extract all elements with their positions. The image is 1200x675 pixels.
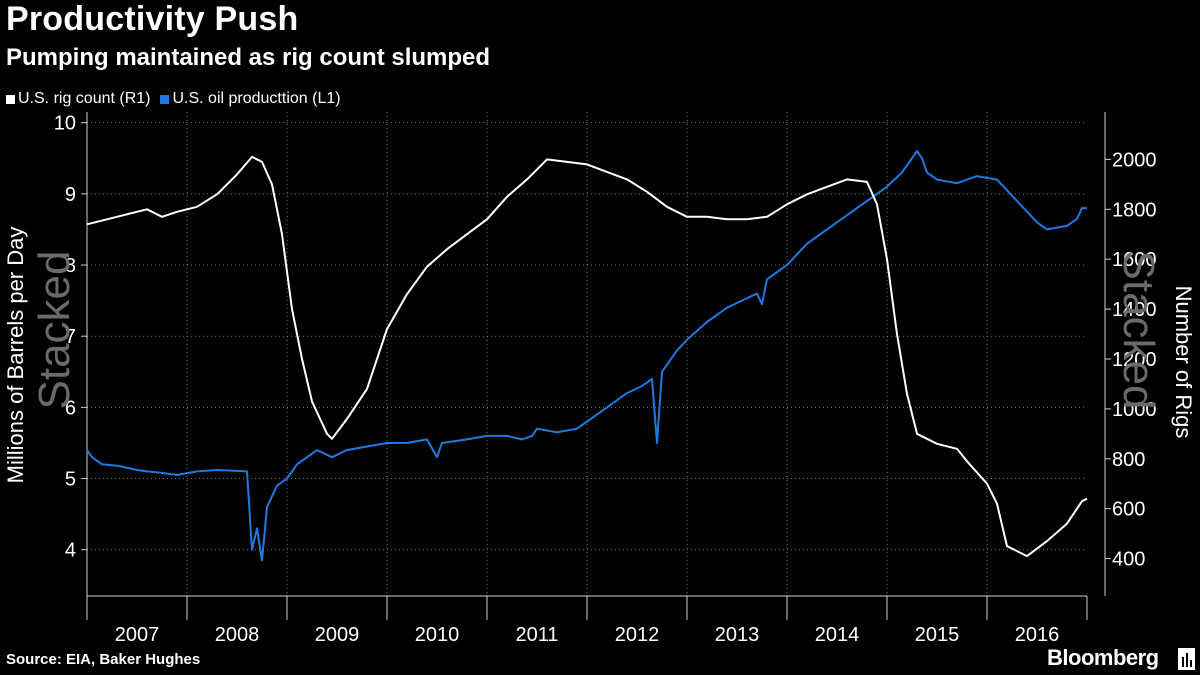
y-right-tick-label: 1800 (1112, 199, 1157, 221)
chart-subtitle: Pumping maintained as rig count slumped (6, 44, 491, 71)
y-right-tick-label: 1400 (1112, 299, 1157, 321)
y-left-tick-label: 9 (65, 184, 76, 206)
series-line-rig-count (86, 155, 1088, 558)
y-right-tick-label: 1200 (1112, 349, 1157, 371)
x-tick-label: 2010 (415, 624, 460, 646)
legend-swatch-oil-production (160, 94, 170, 104)
series-line-oil-production (86, 150, 1087, 562)
y-left-tick-label: 6 (65, 397, 76, 419)
source-note: Source: EIA, Baker Hughes (6, 651, 201, 668)
x-tick-label: 2007 (115, 624, 160, 646)
x-tick-label: 2016 (1015, 624, 1060, 646)
chart-title: Productivity Push (6, 0, 299, 38)
y-right-tick-label: 800 (1112, 449, 1145, 471)
y-left-tick-label: 5 (65, 469, 76, 491)
y-left-tick-label: 10 (54, 113, 76, 135)
brand-logo-text: Bloomberg (1047, 645, 1159, 670)
y-left-tick-label: 7 (65, 326, 76, 348)
y-axis-left-title: Millions of Barrels per Day (3, 226, 28, 484)
y-right-tick-label: 600 (1112, 499, 1145, 521)
y-axis-right-title: Number of Rigs (1171, 285, 1196, 439)
y-left-tick-label: 8 (65, 255, 76, 277)
x-tick-label: 2009 (315, 624, 360, 646)
watermark-right: Stacked (1114, 250, 1163, 410)
y-left-tick-label: 4 (65, 540, 76, 562)
legend-label-oil-production: U.S. oil producttion (L1) (172, 90, 341, 107)
x-tick-label: 2008 (215, 624, 260, 646)
legend: U.S. rig count (R1) U.S. oil producttion… (6, 90, 351, 108)
legend-item-oil-production: U.S. oil producttion (L1) (160, 90, 341, 108)
x-tick-label: 2015 (915, 624, 960, 646)
y-right-tick-label: 400 (1112, 549, 1145, 571)
x-tick-label: 2013 (715, 624, 760, 646)
x-tick-label: 2011 (515, 624, 558, 646)
x-tick-label: 2012 (615, 624, 660, 646)
legend-swatch-rig-count (6, 94, 15, 104)
y-right-tick-label: 1600 (1112, 249, 1157, 271)
y-right-tick-label: 2000 (1112, 149, 1157, 171)
legend-label-rig-count: U.S. rig count (R1) (18, 90, 151, 107)
x-tick-label: 2014 (815, 624, 860, 646)
brand-bars-icon (1178, 648, 1195, 670)
legend-item-rig-count: U.S. rig count (R1) (6, 90, 150, 108)
watermark-left: Stacked (30, 250, 79, 410)
y-right-tick-label: 1000 (1112, 399, 1157, 421)
